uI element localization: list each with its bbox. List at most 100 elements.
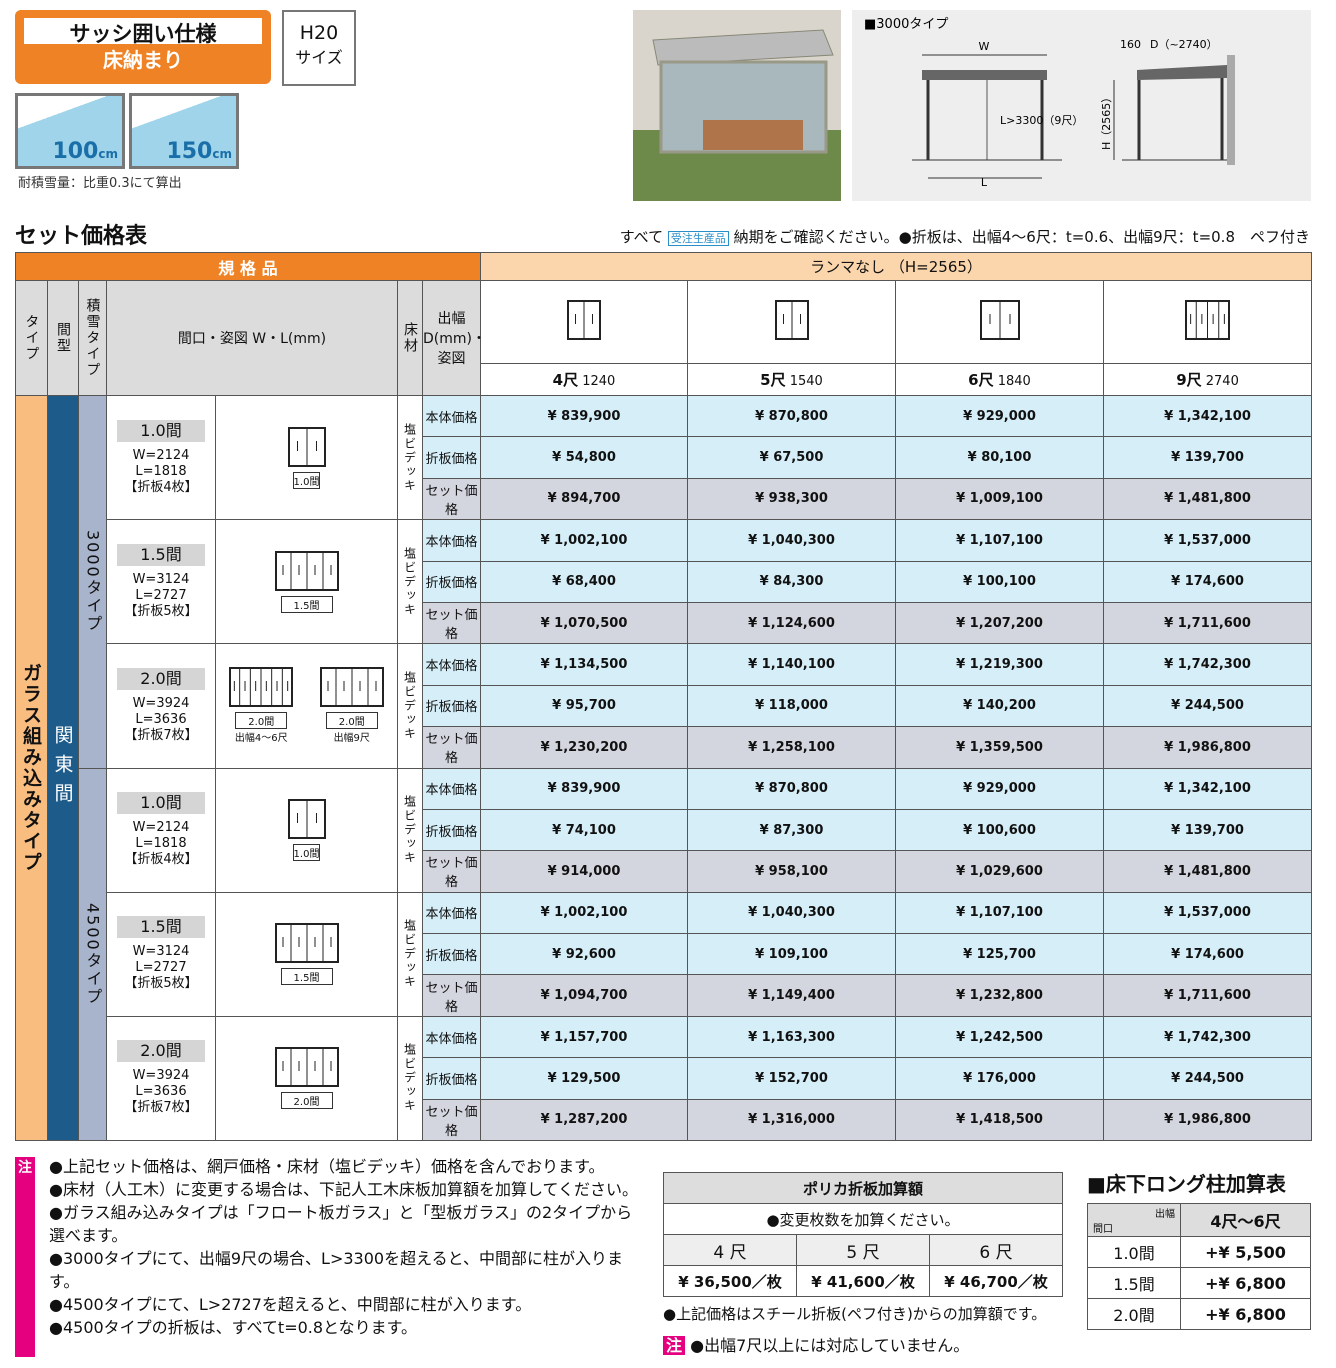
price: ¥ 129,500: [480, 1057, 688, 1100]
price: ¥ 1,134,500: [480, 643, 688, 686]
badge-title: サッシ囲い仕様: [24, 18, 262, 46]
snow-note: 耐積雪量：比重0.3にて算出: [18, 176, 182, 191]
ken-panels: 【折板7枚】: [124, 1100, 198, 1116]
corner-top: 出幅: [1155, 1209, 1175, 1220]
figure-cell: 1.5間: [215, 519, 398, 645]
size-head: 9尺 2740: [1102, 363, 1313, 396]
price: ¥ 1,107,100: [895, 519, 1104, 562]
price: ¥ 1,149,400: [687, 974, 896, 1017]
price: ¥ 92,600: [480, 933, 688, 976]
price: ¥ 1,009,100: [895, 477, 1104, 521]
figure-cell: 1.5間: [215, 891, 398, 1017]
note-mark: 注: [15, 1157, 35, 1357]
price-label: セット価格: [422, 726, 481, 769]
floor-text: 塩ビデッキ: [402, 422, 417, 493]
price-label: 本体価格: [422, 891, 481, 935]
size-head: 4尺 1240: [480, 363, 688, 396]
window-icon: [567, 300, 601, 340]
figure-caption: 出幅9尺: [333, 733, 370, 745]
price-label: 本体価格: [422, 643, 481, 686]
ken-l: L=1818: [135, 463, 187, 479]
price-label: セット価格: [422, 850, 481, 893]
figure-label: 1.0間: [292, 844, 321, 862]
price: ¥ 1,711,600: [1102, 974, 1313, 1017]
price: ¥ 839,900: [480, 767, 688, 810]
w-label: W: [979, 40, 990, 53]
figure-label: 1.5間: [280, 968, 333, 986]
price-row: 2.0間 W=3924 L=3636 【折板7枚】 2.0間 出幅4～6尺 2.0間 出幅9尺…: [16, 643, 1313, 769]
ken-panels: 【折板5枚】: [124, 603, 198, 619]
price: ¥ 1,002,100: [480, 519, 688, 562]
price-label: 本体価格: [422, 519, 481, 562]
price: ¥ 1,537,000: [1102, 891, 1313, 935]
size-icon: [895, 280, 1104, 364]
price: ¥ 1,040,300: [687, 519, 896, 562]
long-row: 2.0間 +¥ 6,800: [1087, 1298, 1311, 1330]
price-row: 折板価格 ¥ 129,500 ¥ 152,700 ¥ 176,000 ¥ 244,500: [16, 1057, 1313, 1100]
price: ¥ 84,300: [687, 560, 896, 603]
long-col: 4尺～6尺: [1180, 1203, 1311, 1237]
price: ¥ 139,700: [1102, 808, 1313, 852]
section-title: セット価格表: [15, 224, 148, 249]
price: ¥ 929,000: [895, 767, 1104, 810]
size-mm: 2740: [1205, 374, 1239, 389]
floor-text: 塩ビデッキ: [402, 670, 417, 741]
snow-num: 100: [52, 139, 99, 164]
price: ¥ 1,232,800: [895, 974, 1104, 1017]
long-head-row: 出幅間口 4尺～6尺: [1087, 1203, 1311, 1237]
floor-cell: 塩ビデッキ: [397, 891, 423, 1017]
figure-label: 1.5間: [280, 595, 333, 613]
long-table: 出幅 間口 4尺～6尺 1.0間 +¥ 5,500 1.5間 +¥ 6,800 2.0間 +¥ …: [1087, 1203, 1311, 1330]
price: ¥ 95,700: [480, 684, 688, 728]
snow-cell: 3000タイプ: [78, 395, 107, 769]
section-note: すべて 受注生産品 納期をご確認ください。●折板は、出幅4～6尺：t=0.6、出…: [620, 226, 1310, 247]
col-type: タイプ: [15, 280, 48, 396]
ken: 1.5間: [117, 543, 205, 566]
size-mm: 1240: [582, 374, 616, 389]
ma-text: 関東間: [51, 724, 74, 812]
size-badge: H20 サイズ: [282, 10, 356, 86]
spec-header: 規 格 品: [15, 252, 481, 281]
price: ¥ 244,500: [1102, 684, 1313, 728]
size-mm: 1840: [997, 374, 1031, 389]
price: ¥ 1,342,100: [1102, 767, 1313, 810]
polica-head: 5 尺: [796, 1234, 930, 1266]
offset-label: 160: [1120, 38, 1141, 51]
size-icon: [480, 280, 688, 364]
floor-text: 塩ビデッキ: [402, 795, 417, 866]
price: ¥ 1,163,300: [687, 1015, 896, 1059]
col-floor: 床材: [397, 280, 423, 396]
price: ¥ 1,711,600: [1102, 601, 1313, 645]
polica-head: 6 尺: [929, 1234, 1063, 1266]
polica-sub-row: ●変更枚数を加算ください。: [663, 1203, 1063, 1235]
note-item: ●3000タイプにて、出幅9尺の場合、L>3300を超えると、中間部に柱が入りま…: [49, 1249, 623, 1291]
price-row: セット価格 ¥ 894,700 ¥ 938,300 ¥ 1,009,100 ¥ 1,48…: [16, 477, 1313, 521]
price-label: 折板価格: [422, 560, 481, 603]
snow-unit: cm: [98, 147, 118, 161]
price-row: セット価格 ¥ 1,230,200 ¥ 1,258,100 ¥ 1,359,500 ¥ …: [16, 726, 1313, 769]
note-suffix: 納期をご確認ください。●折板は、出幅4～6尺：t=0.6、出幅9尺：t=0.8 …: [733, 228, 1310, 246]
price: ¥ 68,400: [480, 560, 688, 603]
badge-sub: 床納まり: [103, 48, 183, 72]
polica-note2: ●出幅7尺以上には対応していません。: [690, 1336, 970, 1355]
ken-panels: 【折板4枚】: [124, 852, 198, 868]
price-label: セット価格: [422, 601, 481, 645]
price: ¥ 1,124,600: [687, 601, 896, 645]
col-ma-text: 間型: [55, 322, 71, 354]
price: ¥ 118,000: [687, 684, 896, 728]
h-label: H（2565）: [1100, 92, 1113, 150]
figure: 1.0間: [287, 426, 327, 489]
price: ¥ 125,700: [895, 933, 1104, 976]
col-ma: 間型: [47, 280, 79, 396]
polica-val-row: ¥ 36,500／枚 ¥ 41,600／枚 ¥ 46,700／枚: [663, 1265, 1063, 1297]
price: ¥ 80,100: [895, 436, 1104, 479]
corner-bottom: 間口: [1093, 1224, 1113, 1235]
long-value: +¥ 5,500: [1180, 1236, 1311, 1268]
price: ¥ 67,500: [687, 436, 896, 479]
figure: 2.0間 出幅9尺: [319, 667, 384, 745]
figure: 2.0間 出幅4～6尺: [229, 667, 294, 744]
ken: 2.0間: [117, 667, 205, 690]
snow-badge: 150cm: [129, 93, 239, 169]
